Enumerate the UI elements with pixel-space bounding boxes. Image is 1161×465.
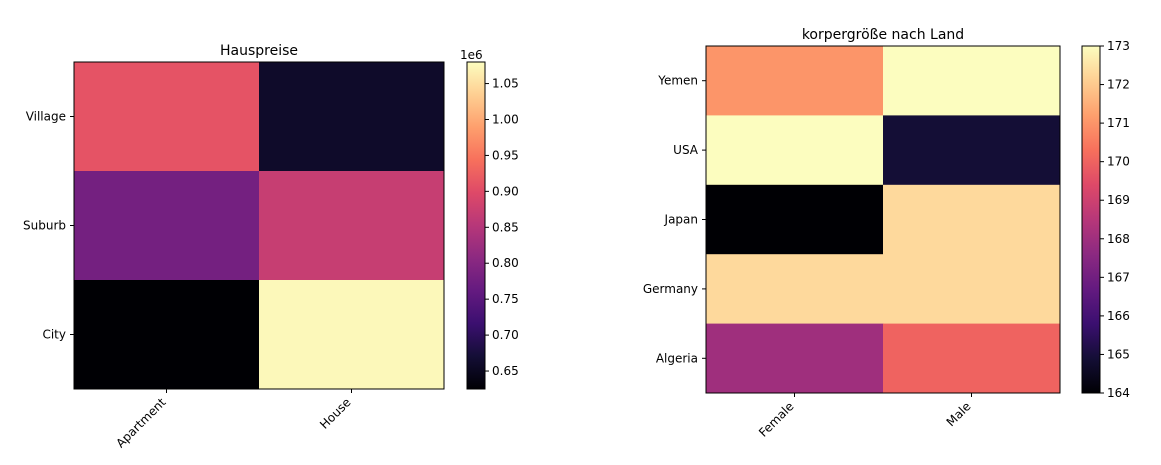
colorbar-tick-label: 1.05 bbox=[492, 77, 519, 91]
heatmap-cell bbox=[883, 323, 1061, 394]
y-tick-label: Japan bbox=[664, 213, 698, 227]
heatmap-cell bbox=[74, 280, 260, 390]
colorbar-tick-label: 170 bbox=[1107, 155, 1130, 169]
colorbar-tick-label: 168 bbox=[1107, 232, 1130, 246]
heatmap-cell bbox=[74, 171, 260, 281]
x-tick-label: House bbox=[317, 395, 353, 431]
y-tick-label: Germany bbox=[643, 282, 698, 296]
colorbar-tick-label: 0.65 bbox=[492, 364, 519, 378]
y-tick-label: City bbox=[42, 328, 66, 342]
y-tick-label: Algeria bbox=[656, 351, 698, 365]
heatmap-cell bbox=[883, 184, 1061, 255]
heatmap-cell bbox=[883, 115, 1061, 186]
colorbar-tick-label: 0.70 bbox=[492, 328, 519, 342]
colorbar bbox=[466, 61, 486, 390]
y-tick-label: Village bbox=[26, 110, 66, 124]
colorbar-offset-label: 1e6 bbox=[460, 48, 483, 62]
colorbar-tick-label: 165 bbox=[1107, 347, 1130, 361]
colorbar-tick-label: 173 bbox=[1107, 39, 1130, 53]
colorbar-tick-label: 169 bbox=[1107, 193, 1130, 207]
colorbar-tick-label: 167 bbox=[1107, 270, 1130, 284]
colorbar-tick-label: 0.85 bbox=[492, 220, 519, 234]
heatmap-cell bbox=[259, 171, 445, 281]
colorbar-tick-label: 0.75 bbox=[492, 292, 519, 306]
colorbar-tick-label: 164 bbox=[1107, 386, 1130, 400]
colorbar-tick-label: 172 bbox=[1107, 78, 1130, 92]
heatmap-cell bbox=[706, 115, 884, 186]
y-tick-label: Yemen bbox=[657, 74, 698, 88]
chart-title: korpergröße nach Land bbox=[802, 27, 964, 43]
heatmap-cell bbox=[259, 62, 445, 172]
heatmap-cell bbox=[883, 254, 1061, 325]
heatmap-cell bbox=[706, 46, 884, 116]
x-tick-label: Female bbox=[756, 399, 797, 440]
heatmap-cell bbox=[706, 184, 884, 255]
chart-title: Hauspreise bbox=[220, 43, 298, 59]
colorbar-tick-label: 0.80 bbox=[492, 256, 519, 270]
x-tick-label: Apartment bbox=[113, 395, 169, 451]
colorbar-tick-label: 171 bbox=[1107, 116, 1130, 130]
heatmap-cell bbox=[706, 254, 884, 325]
colorbar-tick-label: 1.00 bbox=[492, 112, 519, 126]
heatmap-chart-hauspreise: Hauspreise Village Suburb City Apartment Hou… bbox=[23, 43, 519, 451]
colorbar bbox=[1081, 45, 1101, 394]
colorbar-tick-label: 166 bbox=[1107, 309, 1130, 323]
colorbar-tick-label: 0.95 bbox=[492, 148, 519, 162]
heatmap-cell bbox=[883, 46, 1061, 116]
colorbar-tick-label: 0.90 bbox=[492, 184, 519, 198]
y-tick-label: USA bbox=[673, 143, 699, 157]
heatmap-cell bbox=[706, 323, 884, 394]
y-tick-label: Suburb bbox=[23, 219, 66, 233]
heatmap-cell bbox=[259, 280, 445, 390]
x-tick-label: Male bbox=[944, 399, 974, 429]
heatmap-cell bbox=[74, 62, 260, 172]
heatmap-chart-korpergroesse: korpergröße nach Land Yemen USA Japan Germa… bbox=[643, 27, 1130, 440]
